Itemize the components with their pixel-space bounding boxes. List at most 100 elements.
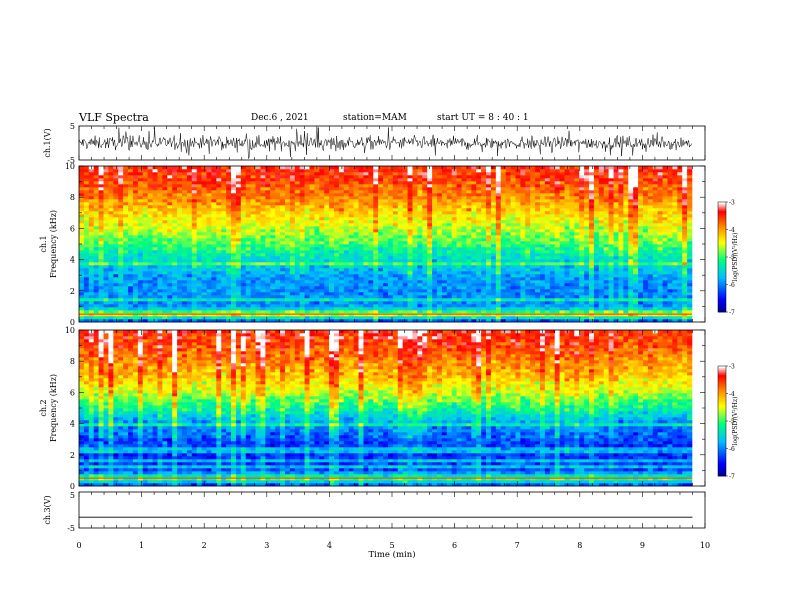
spectrogram-cell	[250, 274, 256, 278]
spectrogram-cell	[657, 223, 663, 227]
spectrogram-cell	[613, 250, 619, 254]
spectrogram-cell	[515, 289, 521, 293]
spectrogram-cell	[373, 292, 379, 296]
spectrogram-cell	[334, 259, 340, 263]
spectrogram-cell	[613, 283, 619, 287]
spectrogram-cell	[633, 250, 639, 254]
spectrogram-cell	[98, 271, 104, 275]
spectrogram-cell	[657, 304, 663, 308]
spectrogram-cell	[216, 307, 222, 311]
spectrogram-cell	[436, 301, 443, 305]
spectrogram-cell	[549, 241, 555, 245]
spectrogram-cell	[216, 304, 222, 308]
spectrogram-cell	[353, 274, 359, 278]
spectrogram-cell	[481, 214, 487, 218]
spectrogram-cell	[495, 244, 502, 248]
spectrogram-cell	[535, 265, 541, 269]
spectrogram-cell	[147, 238, 153, 242]
spectrogram-cell	[319, 253, 325, 257]
spectrogram-cell	[270, 256, 276, 260]
spectrogram-cell	[633, 247, 639, 251]
spectrogram-cell	[88, 283, 95, 287]
spectrogram-cell	[128, 235, 134, 239]
spectrogram-cell	[407, 319, 413, 323]
spectrogram-cell	[549, 235, 555, 239]
spectrogram-cell	[598, 241, 605, 245]
spectrogram-cell	[535, 217, 541, 221]
spectrogram-cell	[608, 319, 614, 323]
spectrogram-cell	[495, 259, 502, 263]
spectrogram-cell	[505, 283, 511, 287]
spectrogram-cell	[265, 232, 271, 236]
spectrogram-cell	[476, 205, 482, 209]
spectrogram-cell	[432, 307, 438, 311]
spectrogram-cell	[211, 289, 217, 293]
spectrogram-cell	[638, 241, 644, 245]
spectrogram-cell	[294, 232, 300, 236]
spectrogram-cell	[672, 289, 678, 293]
spectrogram-cell	[348, 235, 354, 239]
spectrogram-cell	[147, 205, 153, 209]
spectrogram-cell	[108, 292, 114, 296]
spectrogram-cell	[383, 274, 389, 278]
spectrogram-cell	[363, 262, 369, 266]
spectrogram-cell	[128, 316, 134, 320]
spectrogram-cell	[559, 283, 565, 287]
spectrogram-cell	[436, 292, 443, 296]
spectrogram-cell	[407, 301, 413, 305]
spectrogram-cell	[132, 202, 139, 206]
spectrogram-cell	[505, 211, 511, 215]
spectrogram-cell	[216, 289, 222, 293]
spectrogram-cell	[319, 238, 325, 242]
spectrogram-cell	[358, 235, 364, 239]
spectrogram-cell	[549, 259, 555, 263]
spectrogram-cell	[667, 238, 673, 242]
spectrogram-cell	[657, 250, 663, 254]
spectrogram-cell	[662, 265, 668, 269]
spectrogram-cell	[579, 277, 585, 281]
spectrogram-cell	[275, 283, 281, 287]
spectrogram-cell	[294, 259, 300, 263]
spectrogram-cell	[221, 232, 227, 236]
spectrogram-cell	[402, 205, 408, 209]
spectrogram-cell	[132, 247, 139, 251]
spectrogram-cell	[427, 205, 433, 209]
spectrogram-cell	[407, 268, 413, 272]
spectrogram-cell	[304, 295, 310, 299]
spectrogram-cell	[451, 226, 457, 230]
spectrogram-cell	[83, 244, 90, 248]
spectrogram-cell	[682, 205, 688, 209]
spectrogram-cell	[304, 214, 310, 218]
spectrogram-cell	[265, 229, 271, 233]
spectrogram-cell	[593, 289, 600, 293]
spectrogram-cell	[226, 262, 232, 266]
spectrogram-cell	[500, 229, 506, 233]
spectrogram-cell	[98, 247, 104, 251]
spectrogram-cell	[181, 205, 188, 209]
spectrogram-cell	[387, 265, 394, 269]
spectrogram-cell	[221, 295, 227, 299]
spectrogram-cell	[574, 250, 580, 254]
spectrogram-cell	[647, 304, 654, 308]
spectrogram-cell	[608, 223, 614, 227]
spectrogram-cell	[289, 220, 296, 224]
spectrogram-cell	[206, 229, 212, 233]
spectrogram-cell	[535, 301, 541, 305]
spectrogram-cell	[525, 277, 531, 281]
spectrogram-cell	[265, 220, 271, 224]
spectrogram-cell	[392, 247, 399, 251]
spectrogram-cell	[549, 238, 555, 242]
spectrogram-cell	[520, 226, 526, 230]
spectrogram-cell	[152, 235, 158, 239]
spectrogram-cell	[353, 268, 359, 272]
spectrogram-cell	[245, 268, 251, 272]
spectrogram-cell	[108, 301, 114, 305]
spectrogram-cell	[466, 316, 472, 320]
spectrogram-cell	[113, 235, 119, 239]
spectrogram-cell	[177, 205, 183, 209]
spectrogram-cell	[387, 259, 394, 263]
spectrogram-cell	[186, 280, 193, 284]
spectrogram-cell	[623, 235, 629, 239]
spectrogram-cell	[441, 235, 448, 239]
spectrogram-cell	[123, 301, 129, 305]
